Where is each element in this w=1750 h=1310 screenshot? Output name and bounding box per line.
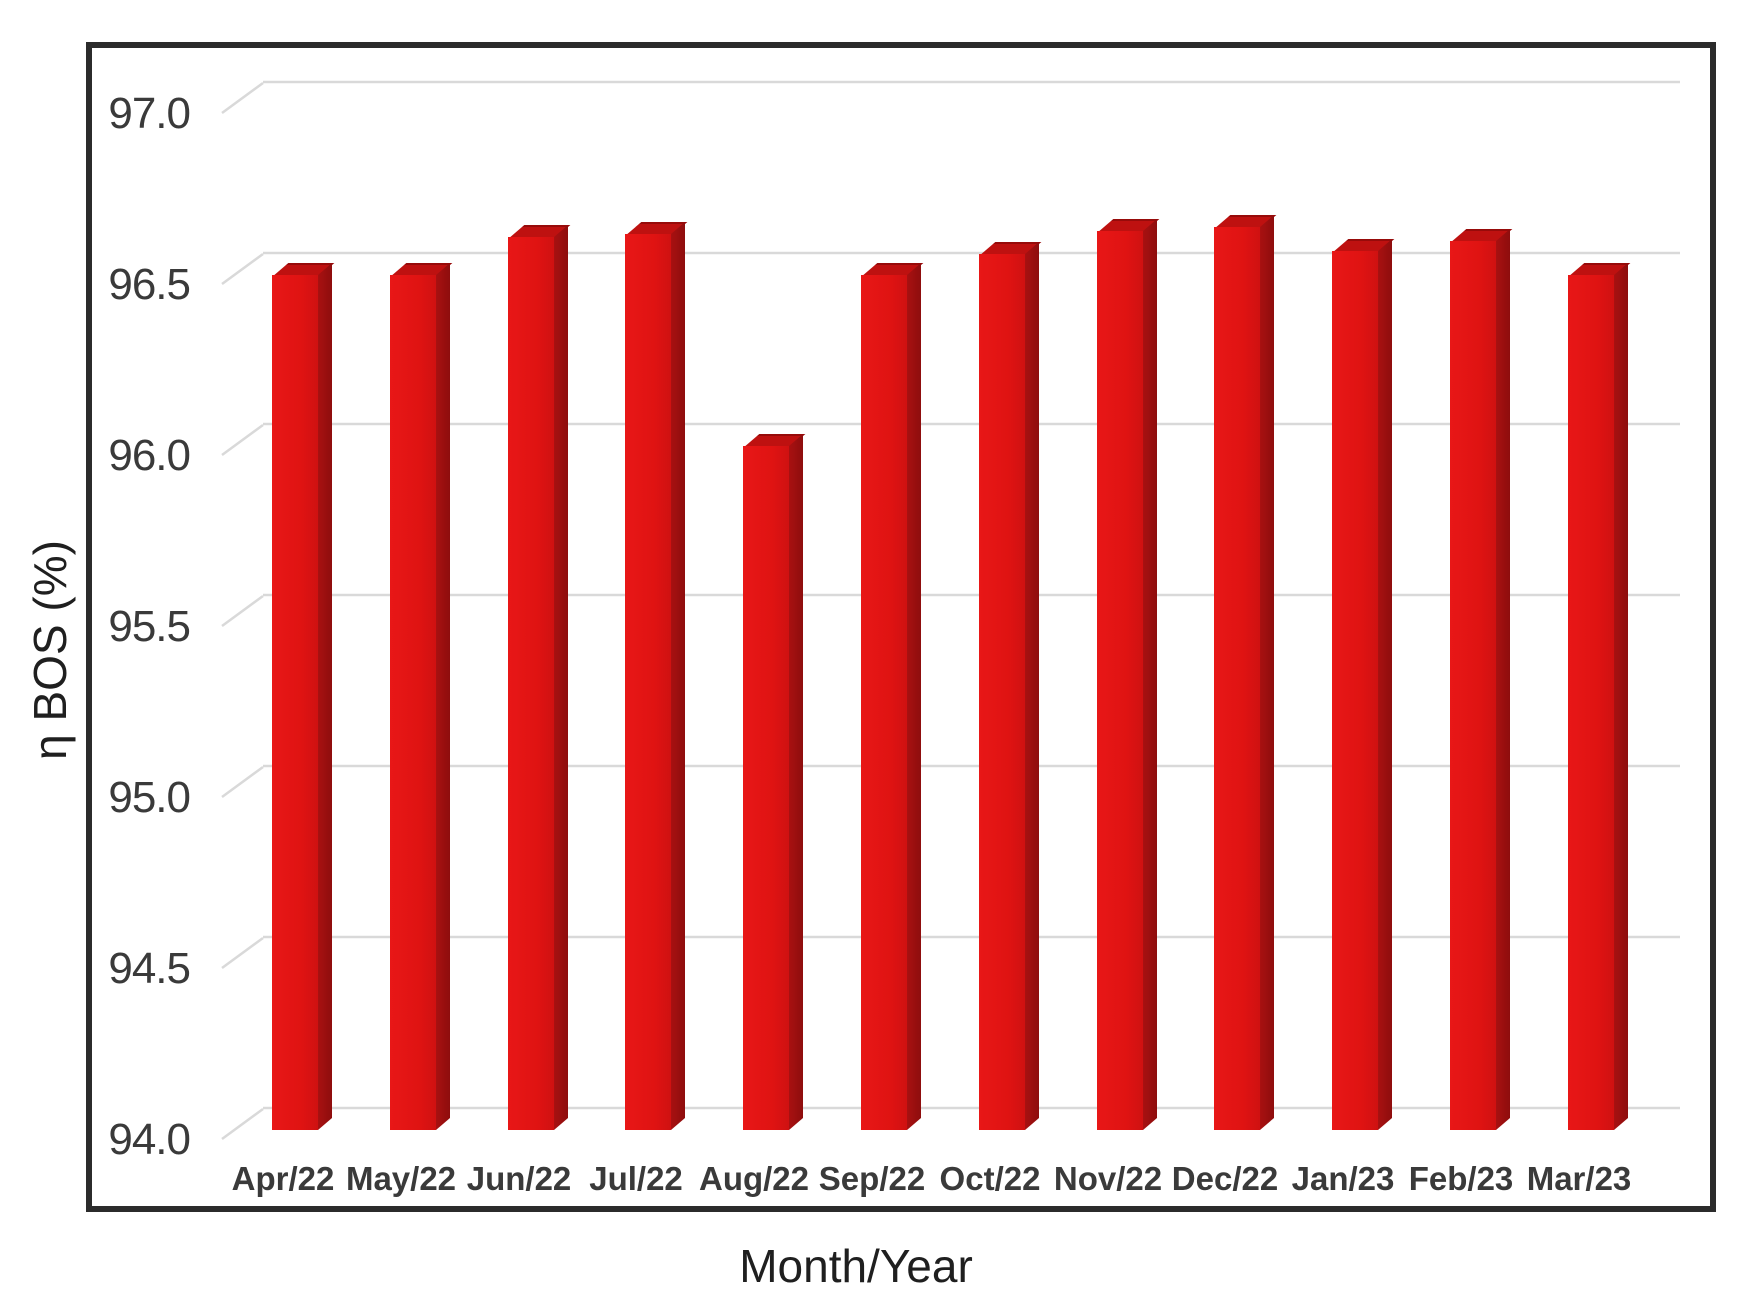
- y-axis-title: η BOS (%): [24, 540, 76, 760]
- bar-front-face: [625, 233, 671, 1130]
- bar-side-face: [318, 263, 332, 1130]
- bar-side-face: [907, 263, 921, 1130]
- bar-side-face: [671, 221, 685, 1130]
- bar-side-face: [1614, 263, 1628, 1130]
- gridline: [221, 594, 264, 628]
- x-tick-label: Aug/22: [698, 1160, 810, 1197]
- gridline: [221, 936, 264, 970]
- bar-front-face: [743, 446, 789, 1130]
- bar-front-face: [1450, 240, 1496, 1130]
- bar-side-face: [554, 225, 568, 1130]
- bar: [743, 434, 806, 1130]
- y-tick-label: 95.0: [108, 773, 191, 822]
- bar-side-face: [436, 263, 450, 1130]
- bar-front-face: [861, 275, 907, 1130]
- bar-side-face: [1496, 228, 1510, 1130]
- x-tick-label: Apr/22: [231, 1160, 335, 1197]
- y-tick-label: 95.5: [108, 602, 191, 651]
- bar: [861, 263, 924, 1130]
- gridline: [221, 252, 264, 286]
- plot-inner: 97.0 96.5 96.0 95.5 95.0 94.5 94.0 Apr/22 May/2…: [92, 48, 1710, 1206]
- x-tick-label: May/22: [345, 1160, 457, 1197]
- plot-area: 97.0 96.5 96.0 95.5 95.0 94.5 94.0 Apr/22 May/2…: [86, 42, 1716, 1212]
- bar: [390, 263, 453, 1130]
- bar: [625, 221, 688, 1130]
- x-tick-label: Mar/23: [1526, 1160, 1632, 1197]
- x-tick-label: Sep/22: [818, 1160, 926, 1197]
- bar-front-face: [1214, 227, 1260, 1130]
- gridline: [221, 1107, 264, 1141]
- x-tick-label: Dec/22: [1171, 1160, 1279, 1197]
- bar-front-face: [272, 275, 318, 1130]
- bar-side-face: [1378, 239, 1392, 1130]
- gridline: [221, 765, 264, 799]
- bar-front-face: [390, 275, 436, 1130]
- bar: [1214, 215, 1277, 1130]
- bar-side-face: [1260, 215, 1274, 1130]
- bar-side-face: [1025, 242, 1039, 1130]
- bar: [1097, 218, 1160, 1130]
- bar-front-face: [1097, 230, 1143, 1130]
- x-axis-title: Month/Year: [739, 1240, 973, 1292]
- bar: [1450, 228, 1513, 1130]
- bar-front-face: [1332, 251, 1378, 1130]
- x-tick-label: Nov/22: [1053, 1160, 1163, 1197]
- bar-side-face: [1143, 218, 1157, 1130]
- gridline: [221, 81, 264, 115]
- bar: [1332, 239, 1395, 1130]
- y-tick-label: 96.5: [108, 260, 191, 309]
- x-tick-label: Feb/23: [1408, 1160, 1514, 1197]
- bar-side-face: [789, 434, 803, 1130]
- bar: [508, 225, 571, 1130]
- x-tick-label: Jun/22: [466, 1160, 572, 1197]
- x-tick-label: Jan/23: [1291, 1160, 1395, 1197]
- bar-front-face: [508, 237, 554, 1130]
- y-tick-label: 94.5: [108, 944, 191, 993]
- y-tick-label: 94.0: [108, 1115, 191, 1164]
- bar-front-face: [1568, 275, 1614, 1130]
- bar: [272, 263, 335, 1130]
- gridlines-svg: [221, 80, 1680, 1141]
- x-tick-label: Jul/22: [589, 1160, 683, 1197]
- bar-front-face: [979, 254, 1025, 1130]
- y-tick-label: 96.0: [108, 431, 191, 480]
- y-tick-label: 97.0: [108, 89, 191, 138]
- x-tick-label: Oct/22: [939, 1160, 1041, 1197]
- bar: [1568, 263, 1631, 1130]
- bar: [979, 242, 1042, 1130]
- gridline: [221, 423, 264, 457]
